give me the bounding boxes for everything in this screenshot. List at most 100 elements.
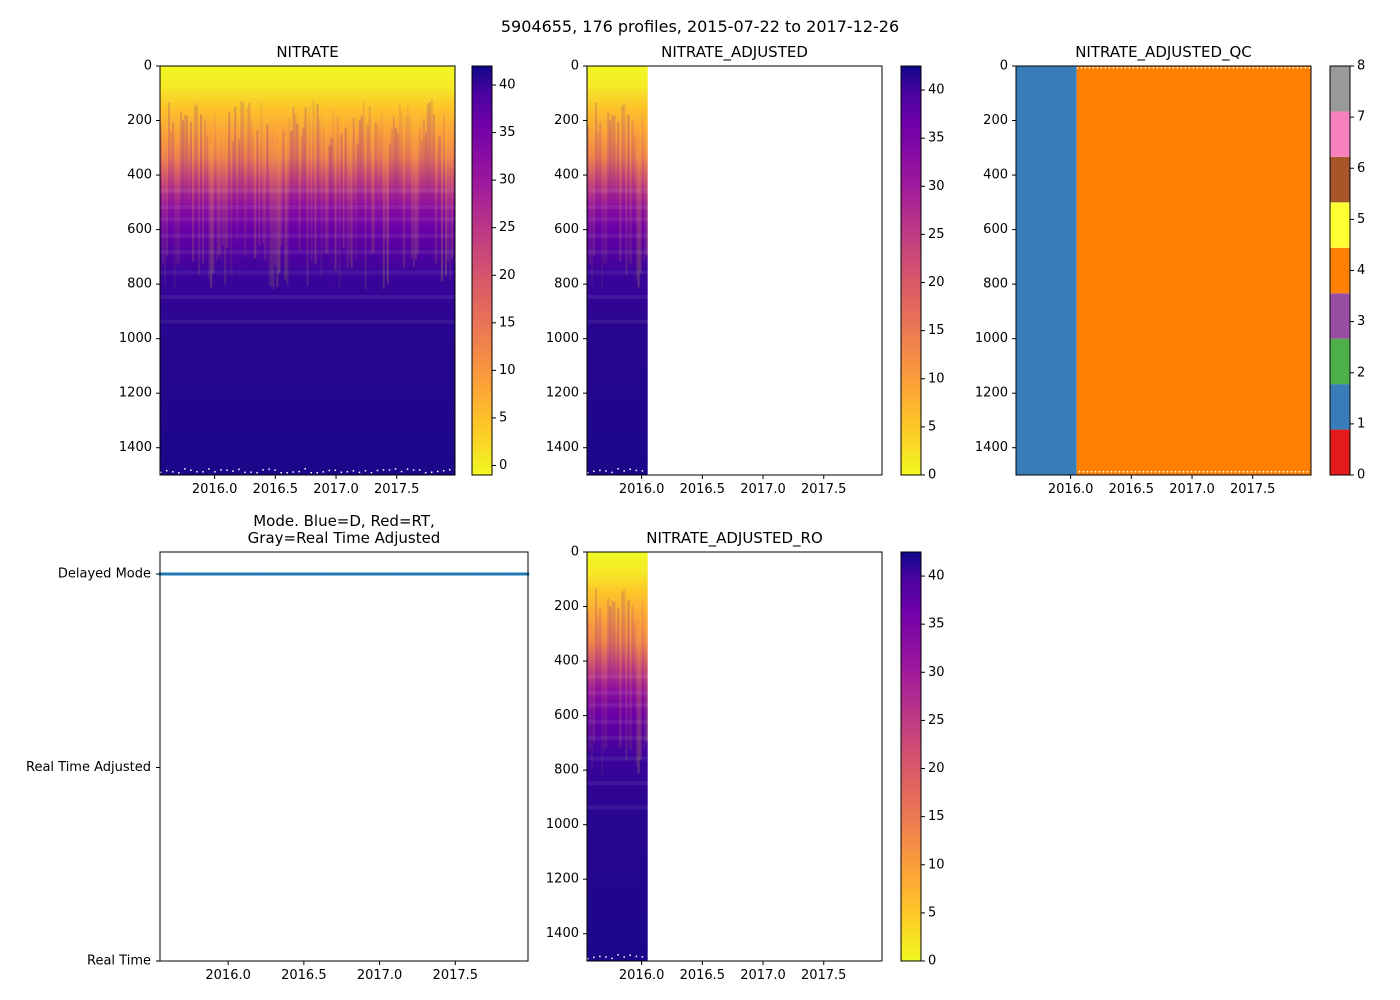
missing-sample <box>1078 471 1081 473</box>
profile-streak <box>432 114 435 258</box>
colorbar-tick-label: 15 <box>928 809 945 824</box>
axes-frame <box>159 65 456 476</box>
profile-streak <box>202 120 205 264</box>
missing-sample <box>1228 67 1231 69</box>
missing-sample <box>1280 67 1283 69</box>
mode-point <box>238 572 242 576</box>
profile-streak <box>330 138 333 282</box>
mode-point <box>434 572 437 576</box>
mode-point <box>261 572 265 576</box>
mode-point <box>335 572 338 576</box>
missing-sample <box>1274 471 1277 473</box>
missing-sample <box>1142 471 1145 473</box>
x-tick-label: 2016.0 <box>1048 482 1094 497</box>
panel-title: Mode. Blue=D, Red=RT, <box>253 512 435 530</box>
mode-point <box>221 572 225 576</box>
mode-point <box>463 572 467 576</box>
missing-sample <box>1108 67 1111 69</box>
axes-frame <box>586 65 883 476</box>
profile-streak <box>166 112 169 256</box>
mode-point <box>318 572 322 576</box>
profile-streak <box>623 589 626 733</box>
profile-streak <box>272 146 275 290</box>
missing-sample <box>593 470 595 473</box>
missing-sample <box>641 470 644 472</box>
profile-streak <box>206 135 209 279</box>
profile-streak <box>326 110 329 254</box>
depth-band <box>160 250 455 255</box>
profile-streak <box>615 630 618 774</box>
mode-point <box>272 572 275 576</box>
profile-streak <box>434 120 437 264</box>
missing-sample <box>346 470 349 473</box>
missing-sample <box>334 469 337 472</box>
heatmap-field <box>587 66 648 475</box>
colorbar-tick-label: 3 <box>1357 314 1365 329</box>
missing-sample <box>238 468 240 471</box>
mode-point <box>310 572 313 576</box>
profile-streak <box>228 111 231 255</box>
profile-streak <box>224 141 227 285</box>
mode-point <box>385 572 389 576</box>
missing-sample <box>1306 471 1309 473</box>
missing-sample <box>256 471 258 474</box>
mode-point <box>219 572 223 576</box>
mode-point <box>169 572 172 576</box>
missing-sample <box>208 468 210 470</box>
mode-point <box>188 572 191 576</box>
profile-streak <box>180 112 183 256</box>
profile-streak <box>366 125 369 269</box>
mode-point <box>413 572 416 576</box>
y-tick-label: 600 <box>983 222 1008 237</box>
profile-streak <box>252 135 255 279</box>
profile-streak <box>160 126 163 270</box>
profile-streak <box>162 120 165 264</box>
missing-sample <box>298 470 300 473</box>
profile-streak <box>450 115 453 259</box>
mode-point <box>211 572 214 576</box>
missing-sample <box>160 471 162 474</box>
profile-streak <box>286 142 289 286</box>
missing-sample <box>202 471 204 473</box>
mode-point <box>245 572 248 576</box>
x-tick-label: 2017.0 <box>740 968 786 983</box>
missing-sample <box>1266 471 1269 473</box>
mode-point <box>339 572 343 576</box>
mode-point <box>329 572 332 576</box>
missing-sample <box>1104 67 1107 69</box>
mode-point <box>293 572 296 576</box>
profile-streak <box>336 116 339 260</box>
colorbar-tick-label: 5 <box>928 419 936 434</box>
missing-sample <box>1102 471 1105 473</box>
mode-point <box>270 572 273 576</box>
missing-sample <box>304 468 306 470</box>
profile-streak <box>256 130 259 274</box>
missing-sample <box>1126 471 1129 473</box>
depth-band <box>587 217 648 222</box>
missing-sample <box>1278 471 1281 473</box>
profile-streak <box>170 131 173 275</box>
missing-sample <box>617 954 619 956</box>
mode-point <box>200 572 204 576</box>
profile-streak <box>595 102 598 246</box>
missing-sample <box>292 471 294 473</box>
colorbar-tick-label: 40 <box>928 83 945 98</box>
profile-streak <box>294 114 297 258</box>
mode-point <box>287 572 290 576</box>
mode-point <box>404 572 408 576</box>
mode-point <box>442 572 446 576</box>
profile-streak <box>216 118 219 262</box>
profile-streak <box>428 101 431 246</box>
colorbar-tick-label: 5 <box>499 410 507 425</box>
profile-streak <box>174 144 177 288</box>
x-tick-label: 2017.5 <box>374 482 420 497</box>
profile-streak <box>627 600 630 744</box>
profile-streak <box>424 132 427 276</box>
missing-sample <box>1100 67 1103 69</box>
mode-point <box>314 572 317 576</box>
mode-point <box>390 572 393 576</box>
missing-sample <box>1272 67 1275 69</box>
mode-point <box>232 572 235 576</box>
profile-streak <box>635 136 638 280</box>
mode-point <box>415 572 418 576</box>
